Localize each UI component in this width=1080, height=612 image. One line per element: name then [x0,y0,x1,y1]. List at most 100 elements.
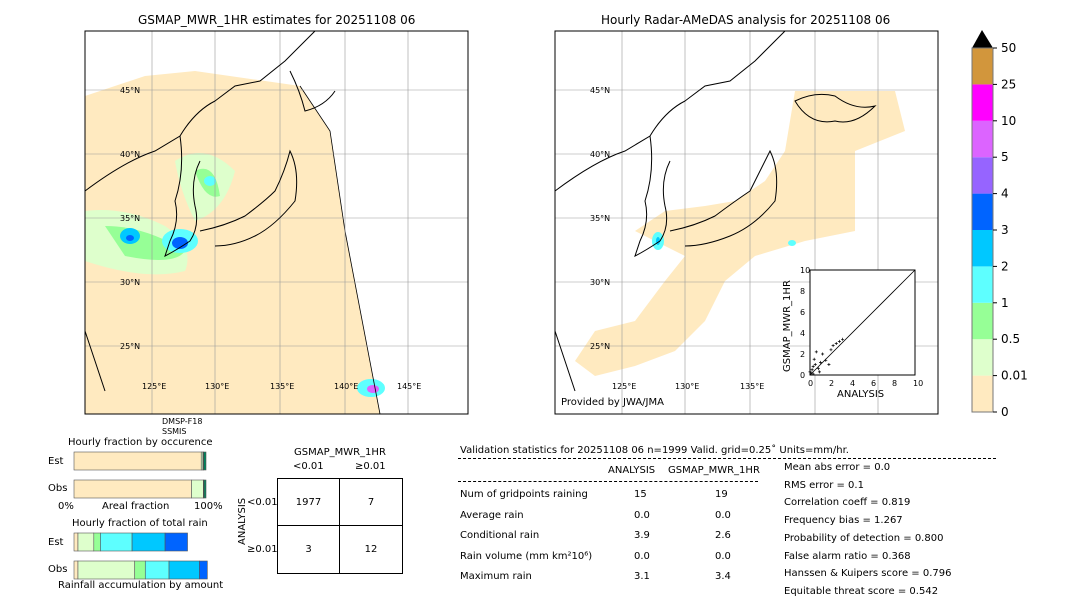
scatter-plot: 00 2 2 4 4 6 6 8 8 10 10 [800,266,923,388]
scatter-point [811,372,815,376]
bar-segment [73,532,79,552]
obs-label-2: Obs [48,564,68,575]
stat-gsmap: 2.6 [715,530,731,541]
x-tick: 4 [850,379,855,388]
right-lat-labels: 45°N 40°N 35°N 30°N 25°N 125°E 130°E 135°E [590,86,764,391]
occurrence-bars [73,451,207,499]
stat-row-label: Rain volume (mm km²10⁶) [460,550,593,562]
svg-text:135°E: 135°E [270,382,294,391]
col-ge: ≥0.01 [355,461,386,472]
stat-analysis: 15 [634,489,647,500]
colorbar-extend-arrow [972,30,993,48]
obs-label: Obs [48,483,68,494]
right-map-title: Hourly Radar-AMeDAS analysis for 2025110… [601,13,891,27]
axis-right: 100% [194,501,223,512]
colorbar-segment [972,120,993,158]
scatter-point [810,368,814,372]
svg-text:30°N: 30°N [120,278,140,287]
svg-text:125°E: 125°E [142,382,166,391]
colorbar-tick: 10 [1001,114,1016,128]
satellite-label: DMSP-F18 [162,417,203,426]
scatter-point [831,344,835,348]
scatter-point [819,360,822,364]
stats-col1: ANALYSIS [608,465,656,476]
total-rain-bars [73,532,208,580]
sensor-label: SSMIS [162,427,187,436]
scatter-point [821,352,825,356]
scatter-point [813,363,817,366]
y-tick: 8 [800,287,805,296]
y-tick: 10 [800,266,810,275]
bar-segment [191,479,204,499]
axis-left: 0% [58,501,74,512]
score: Correlation coeff = 0.819 [784,497,911,509]
colorbar-segment [972,84,993,121]
svg-text:40°N: 40°N [590,150,610,159]
y-tick: 2 [800,350,805,359]
contingency-table: 1977 7 3 12 [277,478,403,574]
est-label: Est [48,456,64,467]
colorbar-tick: 5 [1001,150,1009,164]
svg-text:25°N: 25°N [590,342,610,351]
cell: 1977 [278,479,340,526]
stat-analysis: 3.1 [634,571,650,582]
bar-segment [203,451,207,471]
bar-segment [131,532,166,552]
scatter-point [817,370,821,374]
y-tick: 0 [800,371,805,380]
cell: 12 [364,544,378,555]
scatter-point [814,350,818,354]
contingency-title: GSMAP_MWR_1HR [294,447,386,458]
colorbar-segment [972,48,993,85]
svg-text:130°E: 130°E [675,382,699,391]
credit: Provided by JWA/JMA [561,397,664,408]
stat-row-label: Num of gridpoints raining [460,489,588,500]
bar-segment [100,532,133,552]
colorbar-segment [972,193,993,230]
colorbar-segment [972,339,993,376]
svg-text:40°N: 40°N [120,150,140,159]
scatter-xlabel: ANALYSIS [837,389,885,400]
colorbar: 0 0.01 0.5 1 2 3 4 5 10 25 50 [971,30,1028,419]
stats-col2: GSMAP_MWR_1HR [668,465,760,476]
colorbar-tick: 0.01 [1001,369,1028,383]
scatter-point [829,348,833,352]
colorbar-tick: 0 [1001,405,1009,419]
scatter-point [812,357,816,361]
bar-segment [168,560,200,580]
coastline [84,30,336,392]
scatter-point [834,342,838,345]
bar-segment [134,560,146,580]
scatter-point [811,365,815,369]
score: Mean abs error = 0.0 [784,462,891,473]
stat-row-label: Average rain [460,509,524,521]
swath-coverage [85,71,380,414]
svg-text:145°E: 145°E [397,382,421,391]
right-map: 45°N 40°N 35°N 30°N 25°N 125°E 130°E 135°E [554,30,939,415]
colorbar-tick: 1 [1001,296,1009,310]
colorbar-tick: 4 [1001,187,1009,201]
bar-segment [77,560,136,580]
row-lt: <0.01 [247,497,278,508]
col-lt: <0.01 [293,461,324,472]
stat-analysis: 0.0 [634,550,650,562]
left-map: 45°N 40°N 35°N 30°N 25°N 125°E 130°E 135°E 140°… [84,30,469,415]
row-ge: ≥0.01 [247,544,278,555]
cell: 7 [340,479,402,526]
bar-segment [144,560,170,580]
bar-segment [73,451,202,471]
axis-mid: Areal fraction [102,501,170,512]
left-lat-labels: 45°N 40°N 35°N 30°N 25°N 125°E 130°E 135°E 140°… [120,86,421,391]
stat-gsmap: 3.4 [715,571,731,582]
stat-gsmap: 19 [715,489,728,500]
stat-analysis: 0.0 [634,509,650,521]
scatter-point [837,339,841,343]
colorbar-tick: 3 [1001,223,1009,237]
gridlines [85,31,468,414]
colorbar-segment [972,157,993,194]
scatter-ylabel: GSMAP_MWR_1HR [782,280,793,372]
score: Equitable threat score = 0.542 [784,585,939,597]
svg-text:30°N: 30°N [590,278,610,287]
bar-segment [77,532,95,552]
